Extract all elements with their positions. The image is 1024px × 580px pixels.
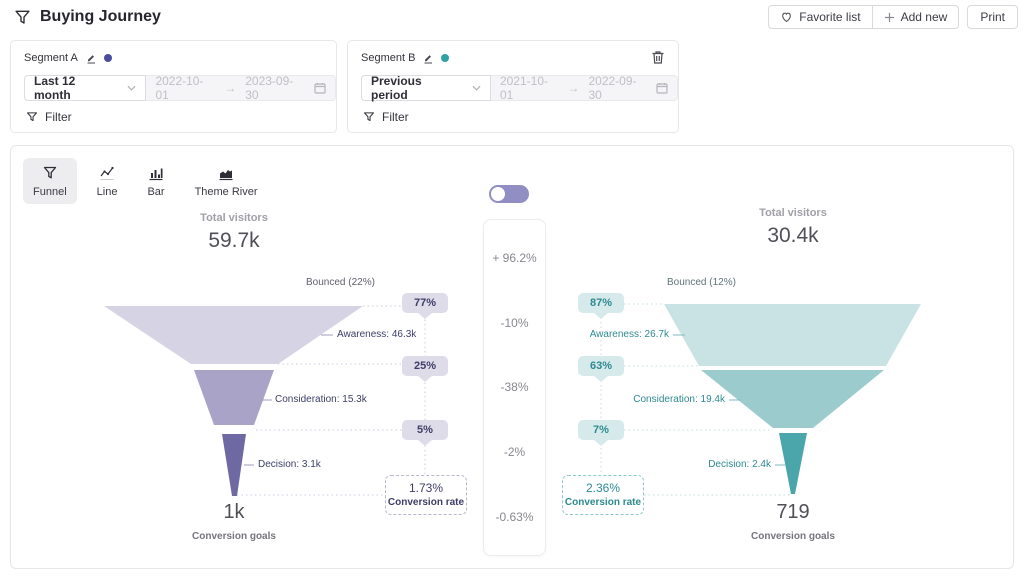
tab-line-label: Line [96,186,118,198]
comparison-toggle[interactable] [489,185,529,203]
delete-segment-icon[interactable] [651,50,665,65]
segment-b-period-select[interactable]: Previous period [361,74,491,102]
filter-icon [363,111,375,123]
stage-label-decision: Decision: 2.4k [708,459,771,470]
edit-icon[interactable] [422,52,434,64]
total-visitors-value: 59.7k [208,229,260,252]
tab-funnel-label: Funnel [33,186,67,198]
conversion-rate-value: 1.73% [408,481,444,495]
total-visitors-label: Total visitors [200,212,268,224]
segment-b-filter-label: Filter [382,110,409,124]
tab-theme-river[interactable]: Theme River [185,158,268,204]
total-visitors-label: Total visitors [759,207,827,219]
diff-value: -2% [503,445,526,460]
bar-chart-icon [148,165,164,181]
diff-value: -10% [500,315,529,330]
chart-type-tabs: Funnel Line Bar Theme River [23,158,268,204]
segment-a-total: Total visitors 59.7k [154,212,314,253]
conversion-rate-label: Conversion rate [387,497,465,508]
conversion-goals-label: Conversion goals [751,531,835,542]
page-title: Buying Journey [40,8,161,25]
stage-percent-badge: 87% [578,293,624,319]
segment-a-date-end: 2023-09-30 [245,74,294,102]
tab-funnel[interactable]: Funnel [23,158,77,204]
stage-label-consideration: Consideration: 15.3k [275,394,367,405]
stage-label-consideration: Consideration: 19.4k [633,394,725,405]
page-header: Buying Journey [14,8,161,26]
segment-b-period-value: Previous period [371,74,422,102]
funnel-chart-icon [42,165,58,181]
calendar-icon [656,82,668,94]
conversion-rate-value: 2.36% [585,481,621,495]
conversion-goals-label: Conversion goals [192,531,276,542]
favorite-list-label: Favorite list [799,10,861,24]
arrow-right-icon: → [567,81,580,95]
stage-percent-badge: 7% [578,420,624,446]
conversion-rate-label: Conversion rate [564,497,642,508]
diff-value: + 96.2% [492,251,537,266]
segment-a-card: Segment A Last 12 month 2022-10-01 → 202… [10,40,337,133]
conversion-goals-value: 1k [223,501,245,523]
stage-percent-badge: 63% [578,356,624,382]
segment-a-name: Segment A [24,52,78,64]
line-chart-icon [99,165,115,181]
stage-label-awareness: Awareness: 46.3k [337,329,417,340]
plus-icon [884,12,895,23]
bounced-label: Bounced (22%) [306,277,375,288]
tab-bar-label: Bar [147,186,165,198]
print-button[interactable]: Print [967,5,1018,29]
diff-value: -0.63% [495,509,534,524]
segment-a-filter-button[interactable]: Filter [26,110,72,124]
heart-icon [780,11,793,23]
segment-b-total: Total visitors 30.4k [713,207,873,248]
edit-icon[interactable] [85,52,97,64]
segment-b-date-end: 2022-09-30 [588,74,637,102]
segment-a-period-value: Last 12 month [34,74,76,102]
theme-river-chart-icon [218,165,234,181]
segment-a-date-range[interactable]: 2022-10-01 → 2023-09-30 [146,74,336,102]
funnel-icon [14,9,31,26]
chevron-down-icon [472,85,481,91]
stage-label-decision: Decision: 3.1k [258,459,321,470]
segment-a-period-select[interactable]: Last 12 month [24,74,147,102]
segment-a-color-dot [103,54,112,62]
favorite-list-button[interactable]: Favorite list [769,6,871,28]
stage-label-awareness: Awareness: 26.7k [589,329,669,340]
chart-card: Funnel Line Bar Theme River [10,145,1014,569]
stage-percent-badge: 77% [402,293,448,319]
chevron-down-icon [127,85,136,91]
bounced-label: Bounced (12%) [667,277,736,288]
segment-b-name: Segment B [361,52,416,64]
tab-bar[interactable]: Bar [137,158,174,204]
toggle-knob [491,187,505,201]
add-new-label: Add new [900,10,948,24]
stage-percent-badge: 5% [402,420,448,446]
add-new-button[interactable]: Add new [871,6,959,28]
segment-b-filter-button[interactable]: Filter [363,110,409,124]
segment-a-date-start: 2022-10-01 [155,74,204,102]
segment-a-conversion-rate: 1.73% Conversion rate [385,475,467,515]
segment-b-conversion-rate: 2.36% Conversion rate [562,475,644,515]
filter-icon [26,111,38,123]
total-visitors-value: 30.4k [767,224,819,247]
segment-b-color-dot [441,54,450,62]
segment-a-goals: 1k Conversion goals [154,501,314,542]
segment-b-date-start: 2021-10-01 [499,74,548,102]
segment-b-date-range[interactable]: 2021-10-01 → 2022-09-30 [490,74,678,102]
header-button-group: Favorite list Add new [768,5,960,29]
tab-theme-river-label: Theme River [194,186,258,198]
stage-percent-badge: 25% [402,356,448,382]
conversion-goals-value: 719 [776,501,810,523]
segment-b-card: Segment B Previous period 2021-10-01 → 2… [347,40,679,133]
comparison-diff-card: + 96.2% -10% -38% -2% -0.63% [483,219,546,556]
arrow-right-icon: → [224,81,237,95]
diff-value: -38% [500,380,529,395]
calendar-icon [314,82,326,94]
segment-b-goals: 719 Conversion goals [713,501,873,542]
tab-line[interactable]: Line [87,158,128,204]
segment-a-filter-label: Filter [45,110,72,124]
